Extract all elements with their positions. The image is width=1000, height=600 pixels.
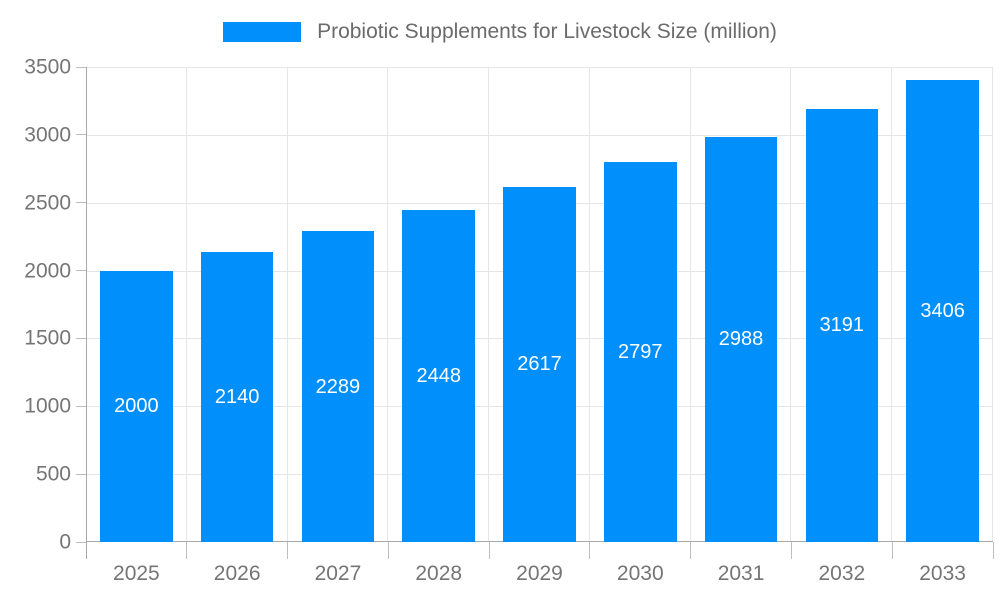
legend-swatch [223,22,302,42]
x-axis-tick [891,542,893,559]
plot-area: 0 500 1000 1500 2000 2500 3000 3500 2000 2025 2140… [24,57,994,585]
x-axis-tick [790,542,792,559]
bar-value-label: 2000 [114,395,159,418]
x-axis-category-label: 2029 [516,562,563,585]
y-axis-tick [76,134,86,136]
bar-2031: 2988 [704,136,778,542]
bar-2025: 2000 [100,270,173,542]
x-axis-tick [186,542,188,559]
x-gridline [689,67,691,542]
y-axis-tick-label: 500 [35,462,71,486]
y-axis-tick [76,202,86,204]
y-axis-tick-label: 0 [59,530,71,554]
x-axis-tick [387,542,389,559]
bar-2032: 3191 [805,108,879,542]
bar-2026: 2140 [200,251,274,542]
x-axis-category-label: 2027 [314,562,362,585]
x-axis-tick [589,542,591,559]
bar-2033: 3406 [906,79,979,542]
bar-value-label: 2797 [618,341,663,364]
y-axis-tick-label: 3500 [24,55,71,79]
bar-2030: 2797 [603,162,677,542]
y-gridline [86,134,993,136]
x-gridline [891,67,893,542]
bar-2029: 2617 [503,186,576,542]
x-axis-tick [690,542,692,559]
x-axis-category-label: 2028 [415,562,463,585]
y-axis-line [86,67,87,559]
bar-value-label: 3191 [819,314,865,337]
x-axis-tick [488,542,490,559]
bar-value-label: 2988 [718,328,764,351]
y-axis-tick [76,405,86,407]
x-gridline [790,67,792,542]
y-axis-tick-label: 2500 [24,191,71,215]
y-axis-tick [76,66,86,68]
x-axis-category-label: 2025 [113,562,160,585]
x-gridline [588,67,590,542]
y-axis-tick [76,270,86,272]
bar-2027: 2289 [301,231,375,542]
x-axis-category-label: 2030 [616,562,664,585]
y-gridline [86,67,993,68]
bar-value-label: 3406 [920,299,965,322]
legend[interactable]: Probiotic Supplements for Livestock Size… [0,18,1000,46]
bar-value-label: 2448 [416,364,461,387]
y-axis-tick [76,337,86,339]
y-axis-tick [76,473,86,475]
y-axis-tick-label: 1000 [24,394,71,418]
x-axis-category-label: 2032 [818,562,866,585]
x-axis-tick [287,542,289,559]
x-gridline [185,67,187,542]
bar-2028: 2448 [402,209,475,542]
x-gridline [286,67,288,542]
bar-value-label: 2289 [315,375,361,398]
bar-value-label: 2617 [517,353,562,376]
x-gridline [992,67,993,542]
y-axis-tick-label: 3000 [24,123,71,147]
y-axis-tick [76,541,86,543]
x-gridline [387,67,389,542]
x-axis-category-label: 2033 [919,562,966,585]
x-gridline [488,67,490,542]
legend-label: Probiotic Supplements for Livestock Size… [317,20,777,43]
x-axis-category-label: 2031 [717,562,765,585]
bar-value-label: 2140 [214,385,260,408]
x-axis-tick [992,542,994,559]
y-axis-tick-label: 2000 [24,259,71,283]
x-axis-category-label: 2026 [213,562,261,585]
y-axis-tick-label: 1500 [24,326,71,350]
